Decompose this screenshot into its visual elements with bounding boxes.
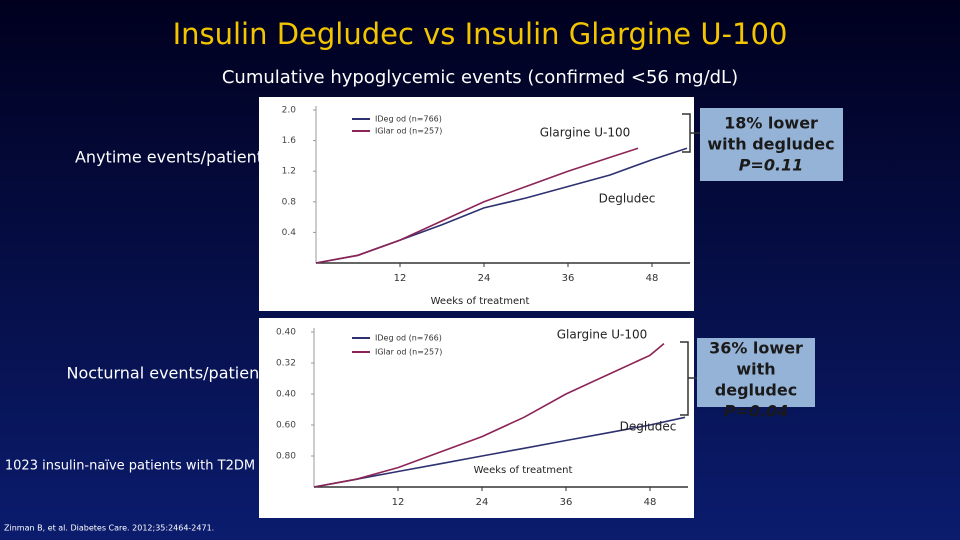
x-tick-label: 36: [562, 273, 575, 284]
x-tick-label: 24: [478, 273, 491, 284]
y-tick-label: 0.40: [276, 328, 296, 338]
annotation: Glargine U-100: [557, 328, 647, 342]
callout-text: P=0.04: [724, 402, 789, 421]
y-tick-label: 0.32: [276, 359, 296, 369]
legend-label: IDeg od (n=766): [375, 334, 442, 343]
slide-subtitle: Cumulative hypoglycemic events (confirme…: [222, 67, 738, 88]
annotation: Glargine U-100: [540, 126, 630, 140]
bracket: [682, 113, 700, 153]
y-tick-label: 1.6: [282, 136, 297, 146]
slide-title: Insulin Degludec vs Insulin Glargine U-1…: [173, 17, 788, 51]
citation: Zinman B, et al. Diabetes Care. 2012;35:…: [4, 524, 214, 533]
callout-text: 18% lower: [724, 114, 818, 133]
callout-text: P=0.11: [739, 156, 804, 175]
y-tick-label: 0.4: [282, 228, 297, 238]
annotation: Degludec: [620, 420, 677, 434]
y-tick-label: 0.8: [282, 197, 297, 207]
y-tick-label: 0.80: [276, 452, 296, 462]
data-line: [315, 147, 639, 264]
callout-box: [700, 108, 843, 181]
data-line: [313, 342, 665, 488]
x-tick-label: 48: [644, 497, 657, 508]
legend-label: IDeg od (n=766): [375, 115, 442, 124]
callout-text: degludec: [715, 381, 797, 400]
legend-label: IGlar od (n=257): [375, 127, 442, 136]
y-tick-label: 0.60: [276, 421, 296, 431]
y-tick-label: 1.2: [282, 167, 296, 177]
x-tick-label: 12: [392, 497, 405, 508]
side-label: Anytime events/patient: [75, 148, 263, 167]
x-tick-label: 48: [646, 273, 659, 284]
x-tick-label: 36: [560, 497, 573, 508]
chart-panel: [259, 318, 694, 518]
callout-text: with: [736, 360, 775, 379]
x-axis-label: Weeks of treatment: [474, 465, 573, 476]
x-axis-label: Weeks of treatment: [431, 296, 530, 307]
data-line: [313, 416, 686, 488]
callout-box: [697, 338, 815, 407]
legend-label: IGlar od (n=257): [375, 348, 442, 357]
y-tick-label: 0.40: [276, 390, 296, 400]
x-tick-label: 12: [394, 273, 407, 284]
population-note: 1023 insulin-naïve patients with T2DM: [5, 459, 255, 474]
bracket: [680, 341, 697, 416]
chart-panel: [259, 97, 694, 311]
callout-text: with degludec: [707, 135, 834, 154]
x-tick-label: 24: [476, 497, 489, 508]
side-label: Nocturnal events/patient: [67, 364, 266, 383]
callout-text: 36% lower: [709, 339, 803, 358]
y-tick-label: 2.0: [282, 106, 297, 116]
annotation: Degludec: [599, 192, 656, 206]
